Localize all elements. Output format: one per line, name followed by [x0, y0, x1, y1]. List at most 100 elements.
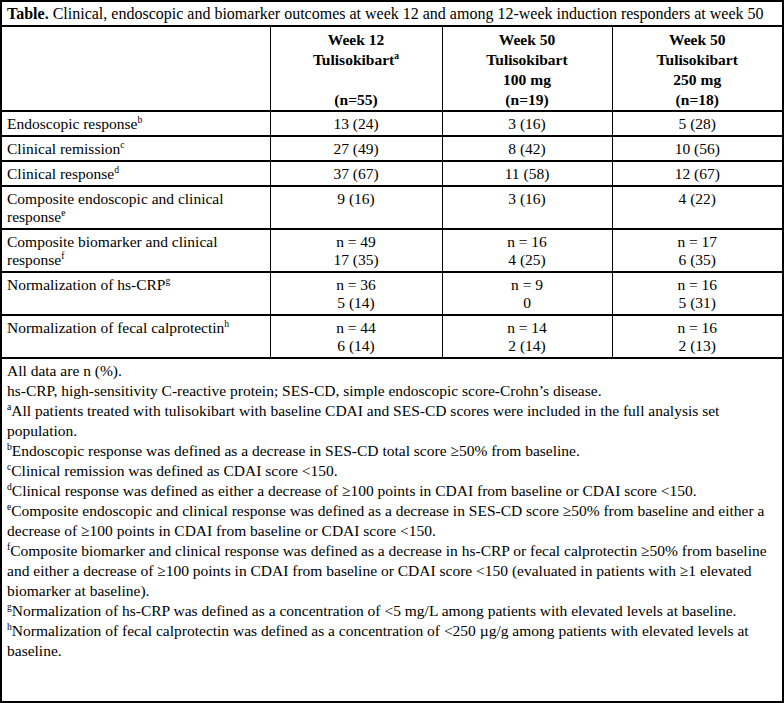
data-cell: 37 (67): [270, 161, 442, 186]
data-cell-line: n = 16: [447, 233, 608, 251]
data-cell-line: 8 (42): [447, 140, 608, 158]
footnote-marker: e: [7, 501, 11, 512]
footnote-marker: a: [7, 401, 11, 412]
col-header-week50-250mg: Week 50 Tulisokibart 250 mg (n=18): [612, 27, 782, 111]
data-cell-line: 4 (25): [447, 251, 608, 269]
header-line: (n=19): [445, 90, 610, 110]
data-cell-line: 5 (31): [617, 294, 779, 312]
data-cell: 3 (16): [442, 111, 612, 136]
footnote-marker: h: [7, 621, 12, 632]
footnote: hs-CRP, high-sensitivity C-reactive prot…: [7, 381, 774, 401]
row-label: Clinical responsed: [2, 161, 270, 186]
data-cell-line: 6 (35): [617, 251, 779, 269]
data-cell-line: n = 16: [617, 319, 779, 337]
row-label: Composite endoscopic and clinical respon…: [2, 186, 270, 229]
data-cell: n = 176 (35): [612, 229, 782, 272]
data-cell: 4 (22): [612, 186, 782, 229]
col-header-week50-100mg: Week 50 Tulisokibart 100 mg (n=19): [442, 27, 612, 111]
data-cell-line: n = 9: [447, 276, 608, 294]
data-cell-line: 5 (14): [275, 294, 438, 312]
outcomes-grid: Week 12 Tulisokibarta (n=55) Week 50 Tul…: [2, 27, 782, 359]
footnote-marker: e: [61, 207, 65, 218]
table-row: Clinical responsed 37 (67)11 (58) 12 (67): [2, 161, 782, 186]
footnote-marker: c: [120, 139, 124, 150]
data-cell: n = 90: [442, 272, 612, 315]
footnote-marker: f: [61, 250, 64, 261]
data-cell-line: 6 (14): [275, 337, 438, 355]
table-title-label: Table.: [7, 5, 49, 22]
data-cell-line: 9 (16): [275, 190, 438, 208]
row-label: Normalization of hs-CRPg: [2, 272, 270, 315]
table-body: Endoscopic responseb13 (24)3 (16)5 (28)C…: [2, 111, 782, 358]
header-line: (n=18): [615, 90, 781, 110]
data-cell-line: 0: [447, 294, 608, 312]
data-cell: 8 (42): [442, 136, 612, 161]
data-cell: n = 142 (14): [442, 315, 612, 358]
header-line: Tulisokibart: [445, 50, 610, 70]
footnote-marker: a: [394, 50, 399, 61]
data-cell-line: 27 (49): [275, 140, 438, 158]
header-line: Tulisokibarta: [273, 50, 440, 70]
data-cell: 3 (16): [442, 186, 612, 229]
data-cell-line: 2 (14): [447, 337, 608, 355]
table-row: Composite endoscopic and clinical respon…: [2, 186, 782, 229]
footnote-marker: b: [7, 441, 12, 452]
header-line: Week 50: [615, 30, 781, 50]
footnote: hNormalization of fecal calprotectin was…: [7, 621, 774, 661]
data-cell-line: n = 44: [275, 319, 438, 337]
table-title-text: Clinical, endoscopic and biomarker outco…: [49, 5, 764, 22]
footnote: cClinical remission was defined as CDAI …: [7, 461, 774, 481]
data-cell-line: 37 (67): [275, 165, 438, 183]
footnote: All data are n (%).: [7, 361, 774, 381]
footnote-marker: b: [137, 114, 142, 125]
footnotes: All data are n (%).hs-CRP, high-sensitiv…: [2, 359, 782, 701]
data-cell-line: 3 (16): [447, 115, 608, 133]
data-cell-line: n = 36: [275, 276, 438, 294]
footnote: fComposite biomarker and clinical respon…: [7, 541, 774, 601]
header-line: [273, 70, 440, 90]
data-cell-line: 12 (67): [617, 165, 779, 183]
data-cell-line: n = 14: [447, 319, 608, 337]
header-row: Week 12 Tulisokibarta (n=55) Week 50 Tul…: [2, 27, 782, 111]
header-line: Tulisokibart: [615, 50, 781, 70]
data-cell-line: 3 (16): [447, 190, 608, 208]
data-cell-line: 2 (13): [617, 337, 779, 355]
table-row: Composite biomarker and clinical respons…: [2, 229, 782, 272]
data-cell-line: n = 17: [617, 233, 779, 251]
row-label: Normalization of fecal calprotectinh: [2, 315, 270, 358]
data-cell: 5 (28): [612, 111, 782, 136]
stub-header: [2, 27, 270, 111]
table-row: Normalization of hs-CRPgn = 365 (14)n = …: [2, 272, 782, 315]
data-cell-line: 13 (24): [275, 115, 438, 133]
header-line: Week 12: [273, 30, 440, 50]
data-cell-line: 4 (22): [617, 190, 779, 208]
data-cell: n = 446 (14): [270, 315, 442, 358]
data-cell: n = 365 (14): [270, 272, 442, 315]
table-row: Endoscopic responseb13 (24)3 (16)5 (28): [2, 111, 782, 136]
footnote: dClinical response was defined as either…: [7, 481, 774, 501]
footnote-marker: f: [7, 541, 10, 552]
data-cell: n = 164 (25): [442, 229, 612, 272]
data-cell: n = 165 (31): [612, 272, 782, 315]
row-label: Composite biomarker and clinical respons…: [2, 229, 270, 272]
clinical-outcomes-table: Table. Clinical, endoscopic and biomarke…: [0, 0, 784, 703]
row-label: Clinical remissionc: [2, 136, 270, 161]
data-cell: n = 162 (13): [612, 315, 782, 358]
data-cell-line: 17 (35): [275, 251, 438, 269]
footnote-marker: c: [7, 461, 11, 472]
data-cell: 27 (49): [270, 136, 442, 161]
footnote: gNormalization of hs-CRP was defined as …: [7, 601, 774, 621]
data-cell: 11 (58): [442, 161, 612, 186]
footnote-marker: d: [7, 481, 12, 492]
data-cell-line: n = 16: [617, 276, 779, 294]
data-cell-line: 10 (56): [617, 140, 779, 158]
data-cell-line: n = 49: [275, 233, 438, 251]
data-cell: 13 (24): [270, 111, 442, 136]
footnote-marker: g: [165, 275, 170, 286]
col-header-week12-tulisokibart: Week 12 Tulisokibarta (n=55): [270, 27, 442, 111]
data-cell: n = 4917 (35): [270, 229, 442, 272]
header-line: 100 mg: [445, 70, 610, 90]
data-cell: 12 (67): [612, 161, 782, 186]
footnote-marker: g: [7, 601, 12, 612]
data-cell: 9 (16): [270, 186, 442, 229]
